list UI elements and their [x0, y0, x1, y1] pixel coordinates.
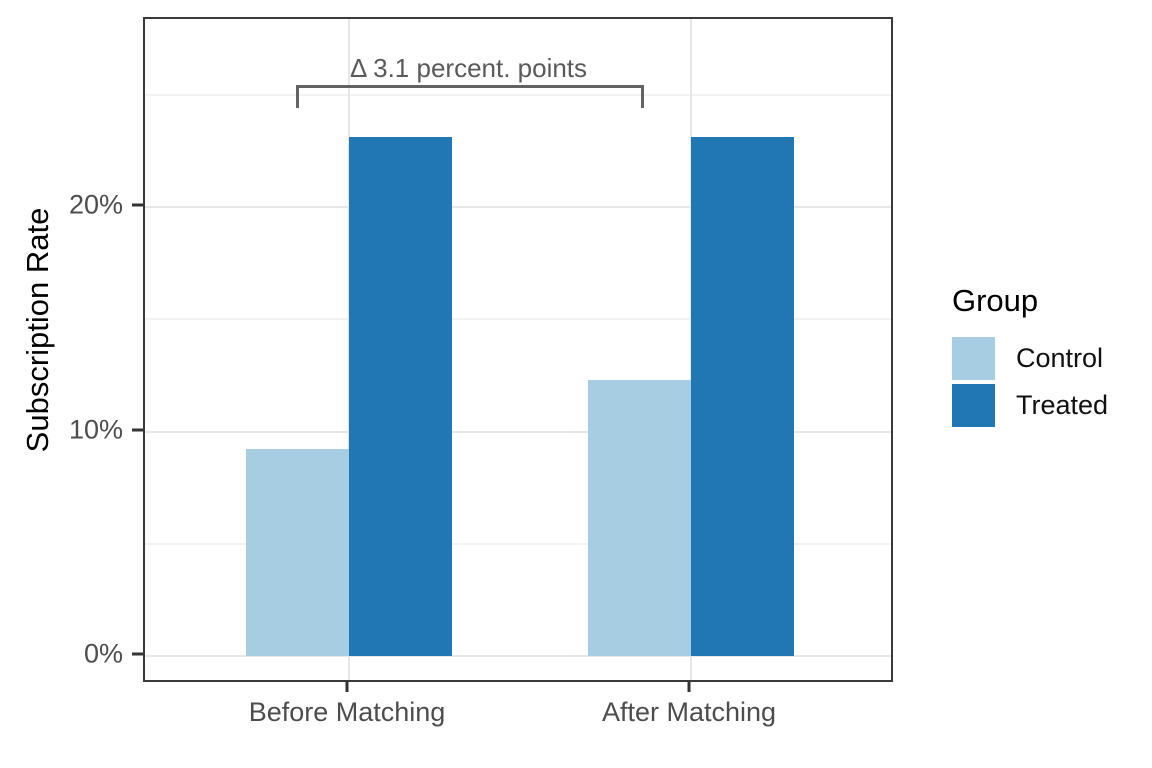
bar-treated-after-matching: [691, 137, 794, 656]
y-tick-label-20: 20%: [68, 189, 123, 220]
delta-bracket: [296, 85, 644, 108]
legend: Group Control Treated: [952, 283, 1108, 431]
delta-annotation: Δ 3.1 percent. points: [349, 53, 588, 83]
minor-gridline-25: [145, 93, 891, 96]
legend-label-control: Control: [1016, 343, 1104, 373]
x-label-after-matching: After Matching: [601, 697, 777, 727]
legend-label-treated: Treated: [1016, 390, 1109, 420]
y-tick-mark-10: [132, 428, 143, 431]
y-tick-label-10: 10%: [68, 414, 123, 444]
bar-control-before-matching: [246, 449, 349, 656]
y-tick-mark-0: [132, 652, 143, 656]
major-gridline-0: [145, 655, 891, 657]
x-label-before-matching: Before Matching: [248, 697, 446, 727]
minor-gridline-15: [145, 318, 891, 321]
y-tick-label-0: 0%: [83, 638, 123, 669]
x-tick-before: [345, 682, 349, 692]
bar-treated-before-matching: [349, 137, 452, 656]
minor-gridline-5: [145, 542, 891, 545]
legend-title: Group: [952, 283, 1039, 318]
bar-control-after-matching: [588, 379, 691, 656]
treated-swatch: [952, 384, 995, 427]
plot-panel: Δ 3.1 percent. points: [143, 17, 893, 682]
major-gridline-20: [145, 206, 891, 208]
y-tick-mark-20: [132, 203, 143, 207]
x-tick-after: [687, 682, 691, 692]
major-gridline-10: [145, 430, 891, 433]
legend-item-control: Control: [952, 337, 1108, 380]
control-swatch: [952, 337, 995, 380]
legend-item-treated: Treated: [952, 384, 1108, 427]
